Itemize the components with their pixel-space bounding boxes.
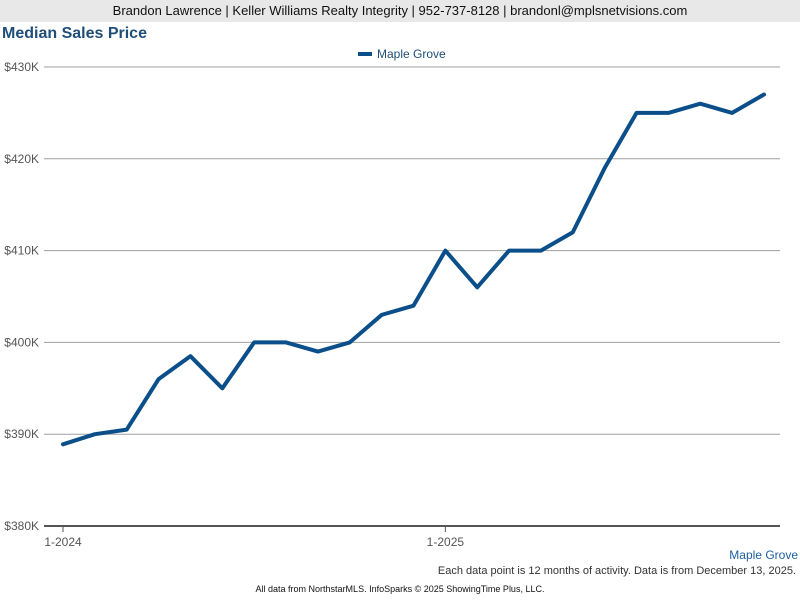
y-tick-label: $380K [4,519,39,533]
x-tick-label: 1-2025 [427,535,465,549]
gridlines [44,66,780,527]
y-tick-label: $400K [4,335,39,349]
x-tick-label: 1-2024 [44,535,82,549]
chart-title: Median Sales Price [2,25,147,42]
y-tick-label: $390K [4,427,39,441]
y-tick-label: $430K [4,60,39,74]
series-label: Maple Grove [729,548,798,562]
series-lines [61,92,766,447]
legend-label[interactable]: Maple Grove [377,47,446,61]
legend[interactable]: Maple Grove [358,47,446,61]
y-axis-tick-labels: $380K $390K $400K $410K $420K $430K [4,60,39,533]
y-tick-label: $420K [4,152,39,166]
data-footnote: Each data point is 12 months of activity… [437,565,796,577]
x-axis-ticks: 1-2024 1-2025 [44,526,464,549]
data-source: All data from NorthstarMLS. InfoSparks ©… [255,584,545,594]
contact-banner: Brandon Lawrence | Keller Williams Realt… [0,0,800,22]
y-tick-label: $410K [4,244,39,258]
series-line-maple-grove [61,92,766,447]
